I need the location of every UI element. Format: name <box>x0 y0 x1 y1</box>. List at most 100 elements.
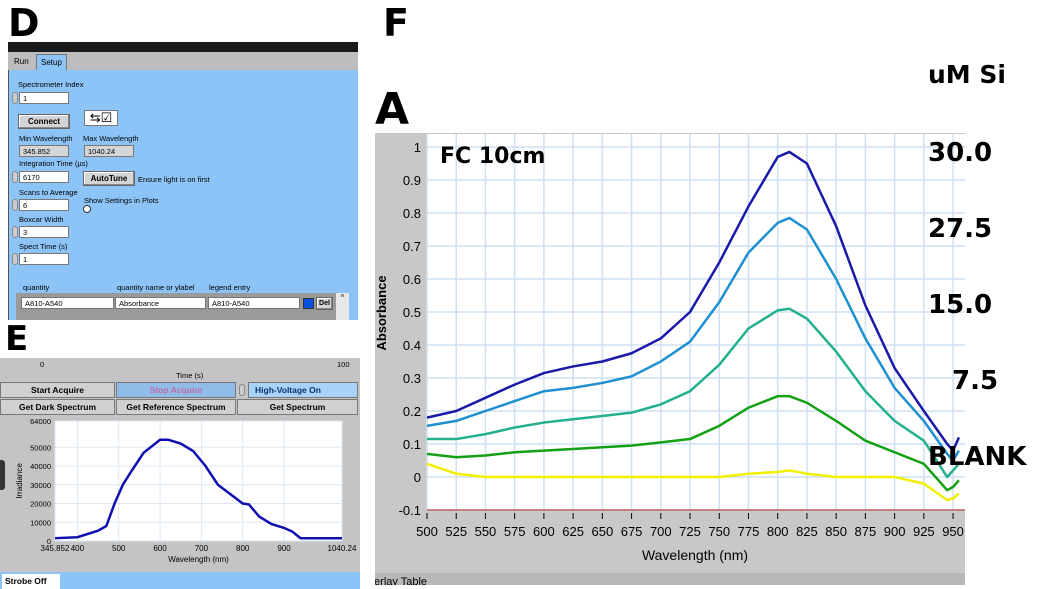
x-tick-label: 725 <box>679 524 701 539</box>
high-voltage-stepper[interactable] <box>239 384 245 396</box>
min-wavelength-label: Min Wavelength <box>19 134 73 143</box>
x-tick-label: 925 <box>913 524 935 539</box>
series-line-blank <box>426 462 960 502</box>
x-tick-label: 575 <box>504 524 526 539</box>
overlay-tab-strip <box>375 573 965 585</box>
quantity-name-cell[interactable]: Absorbance <box>115 297 206 309</box>
chart-title: FC 10cm <box>440 144 545 169</box>
high-voltage-toggle[interactable]: High-Voltage On <box>248 382 358 398</box>
legend-entry: 30.0 <box>928 138 993 168</box>
spect-time-input[interactable]: 1 <box>19 253 69 265</box>
y-tick-label: 0.8 <box>403 206 421 221</box>
y-tick-label: 0 <box>414 470 421 485</box>
window-titlebar <box>8 42 358 52</box>
x-tick-label: 875 <box>855 524 877 539</box>
panel-label-e: E <box>5 319 29 359</box>
tab-setup[interactable]: Setup <box>36 54 67 70</box>
show-settings-label: Show Settings in Plots <box>84 196 159 205</box>
tab-run[interactable]: Run <box>14 57 29 66</box>
panel-label-d: D <box>8 1 40 45</box>
overlay-table-tab: Overlay Table <box>375 576 427 585</box>
get-spectrum-button[interactable]: Get Spectrum <box>237 399 358 415</box>
y-tick-label: 0.9 <box>403 173 421 188</box>
plot-area <box>427 134 965 510</box>
x-tick-label: 600 <box>533 524 555 539</box>
y-axis-label: Irradiance <box>15 463 24 499</box>
y-tick-label: 0.1 <box>403 437 421 452</box>
max-wavelength-value: 1040.24 <box>84 145 134 157</box>
spect-time-label: Spect Time (s) <box>19 242 68 251</box>
y-tick-label: 0.7 <box>403 239 421 254</box>
connect-button[interactable]: Connect <box>18 114 70 129</box>
x-tick-label: 850 <box>825 524 847 539</box>
start-acquire-button[interactable]: Start Acquire <box>0 382 115 398</box>
autotune-button[interactable]: AutoTune <box>83 171 135 186</box>
legend-entry-cell[interactable]: A810-A540 <box>208 297 300 309</box>
x-tick-label: 550 <box>475 524 497 539</box>
y-tick-label: 40000 <box>30 462 51 471</box>
x-tick-label: 800 <box>236 544 250 553</box>
x-tick-label: 500 <box>112 544 126 553</box>
x-tick-label: 625 <box>562 524 584 539</box>
integration-time-input[interactable]: 6170 <box>19 171 69 183</box>
scans-input[interactable]: 6 <box>19 199 69 211</box>
time-axis-min: 0 <box>40 360 45 369</box>
x-tick-label: 400 <box>71 544 85 553</box>
x-tick-label: 525 <box>445 524 467 539</box>
integration-time-label: Integration Time (µs) <box>19 159 88 168</box>
irradiance-line <box>54 438 342 540</box>
get-reference-spectrum-button[interactable]: Get Reference Spectrum <box>116 399 236 415</box>
side-handle[interactable] <box>0 460 5 490</box>
panel-label-a: A <box>375 84 410 135</box>
tab-strobe-off[interactable]: Strobe Off <box>2 574 60 589</box>
series-line-27-5 <box>426 216 960 462</box>
y-tick-label: -0.1 <box>399 503 421 518</box>
series-color-swatch[interactable] <box>303 298 314 309</box>
y-axis-label: Absorbance <box>375 275 389 350</box>
panel-label-f: F <box>383 1 409 45</box>
delete-row-button[interactable]: Del <box>316 297 333 310</box>
connection-toggle-icon[interactable]: ⇆☑ <box>84 110 118 126</box>
integration-time-stepper[interactable] <box>12 171 18 183</box>
y-tick-label: 30000 <box>30 481 51 490</box>
boxcar-input[interactable]: 3 <box>19 226 69 238</box>
y-tick-label: 0.6 <box>403 272 421 287</box>
irradiance-chart: 345.852 400 500 600 700 800 900 1040.24 0 10000 20… <box>15 417 357 564</box>
series-line-7-5 <box>426 394 960 492</box>
x-axis-label: Wavelength (nm) <box>168 555 229 564</box>
x-tick-label: 345.852 <box>41 544 70 553</box>
bottom-tab-bar <box>0 572 360 589</box>
spectrometer-index-input[interactable]: 1 <box>19 92 69 104</box>
scans-stepper[interactable] <box>12 199 18 211</box>
x-tick-label: 900 <box>277 544 291 553</box>
stop-acquire-button[interactable]: Stop Acquire <box>116 382 236 398</box>
get-dark-spectrum-button[interactable]: Get Dark Spectrum <box>0 399 115 415</box>
table-scrollbar[interactable]: ^ <box>336 293 349 320</box>
legend-entry: BLANK <box>928 442 1027 472</box>
x-tick-label: 675 <box>621 524 643 539</box>
max-wavelength-label: Max Wavelength <box>83 134 139 143</box>
x-tick-label: 700 <box>195 544 209 553</box>
y-tick-label: 1 <box>414 140 421 155</box>
legend-title: uM Si <box>928 60 1006 89</box>
x-tick-label: 900 <box>884 524 906 539</box>
x-axis-label: Wavelength (nm) <box>642 547 748 563</box>
spect-time-stepper[interactable] <box>12 253 18 265</box>
y-tick-label: 50000 <box>30 443 51 452</box>
boxcar-width-label: Boxcar Width <box>19 215 64 224</box>
tab-bar: Run Setup <box>8 52 358 70</box>
y-tick-label: 0.4 <box>403 338 421 353</box>
quantity-cell[interactable]: A810-A540 <box>21 297 114 309</box>
autotune-note: Ensure light is on first <box>138 175 210 184</box>
time-axis-max: 100 <box>337 360 350 369</box>
x-tick-label: 1040.24 <box>328 544 357 553</box>
y-tick-label: 0 <box>47 537 51 546</box>
scans-to-average-label: Scans to Average <box>19 188 78 197</box>
boxcar-stepper[interactable] <box>12 226 18 238</box>
table-header-quantity: quantity <box>23 283 50 292</box>
show-settings-radio[interactable] <box>83 205 91 213</box>
min-wavelength-value: 345.852 <box>19 145 69 157</box>
y-tick-label: 20000 <box>30 500 51 509</box>
spectrometer-index-stepper[interactable] <box>12 92 18 104</box>
time-axis-label: Time (s) <box>176 371 204 380</box>
